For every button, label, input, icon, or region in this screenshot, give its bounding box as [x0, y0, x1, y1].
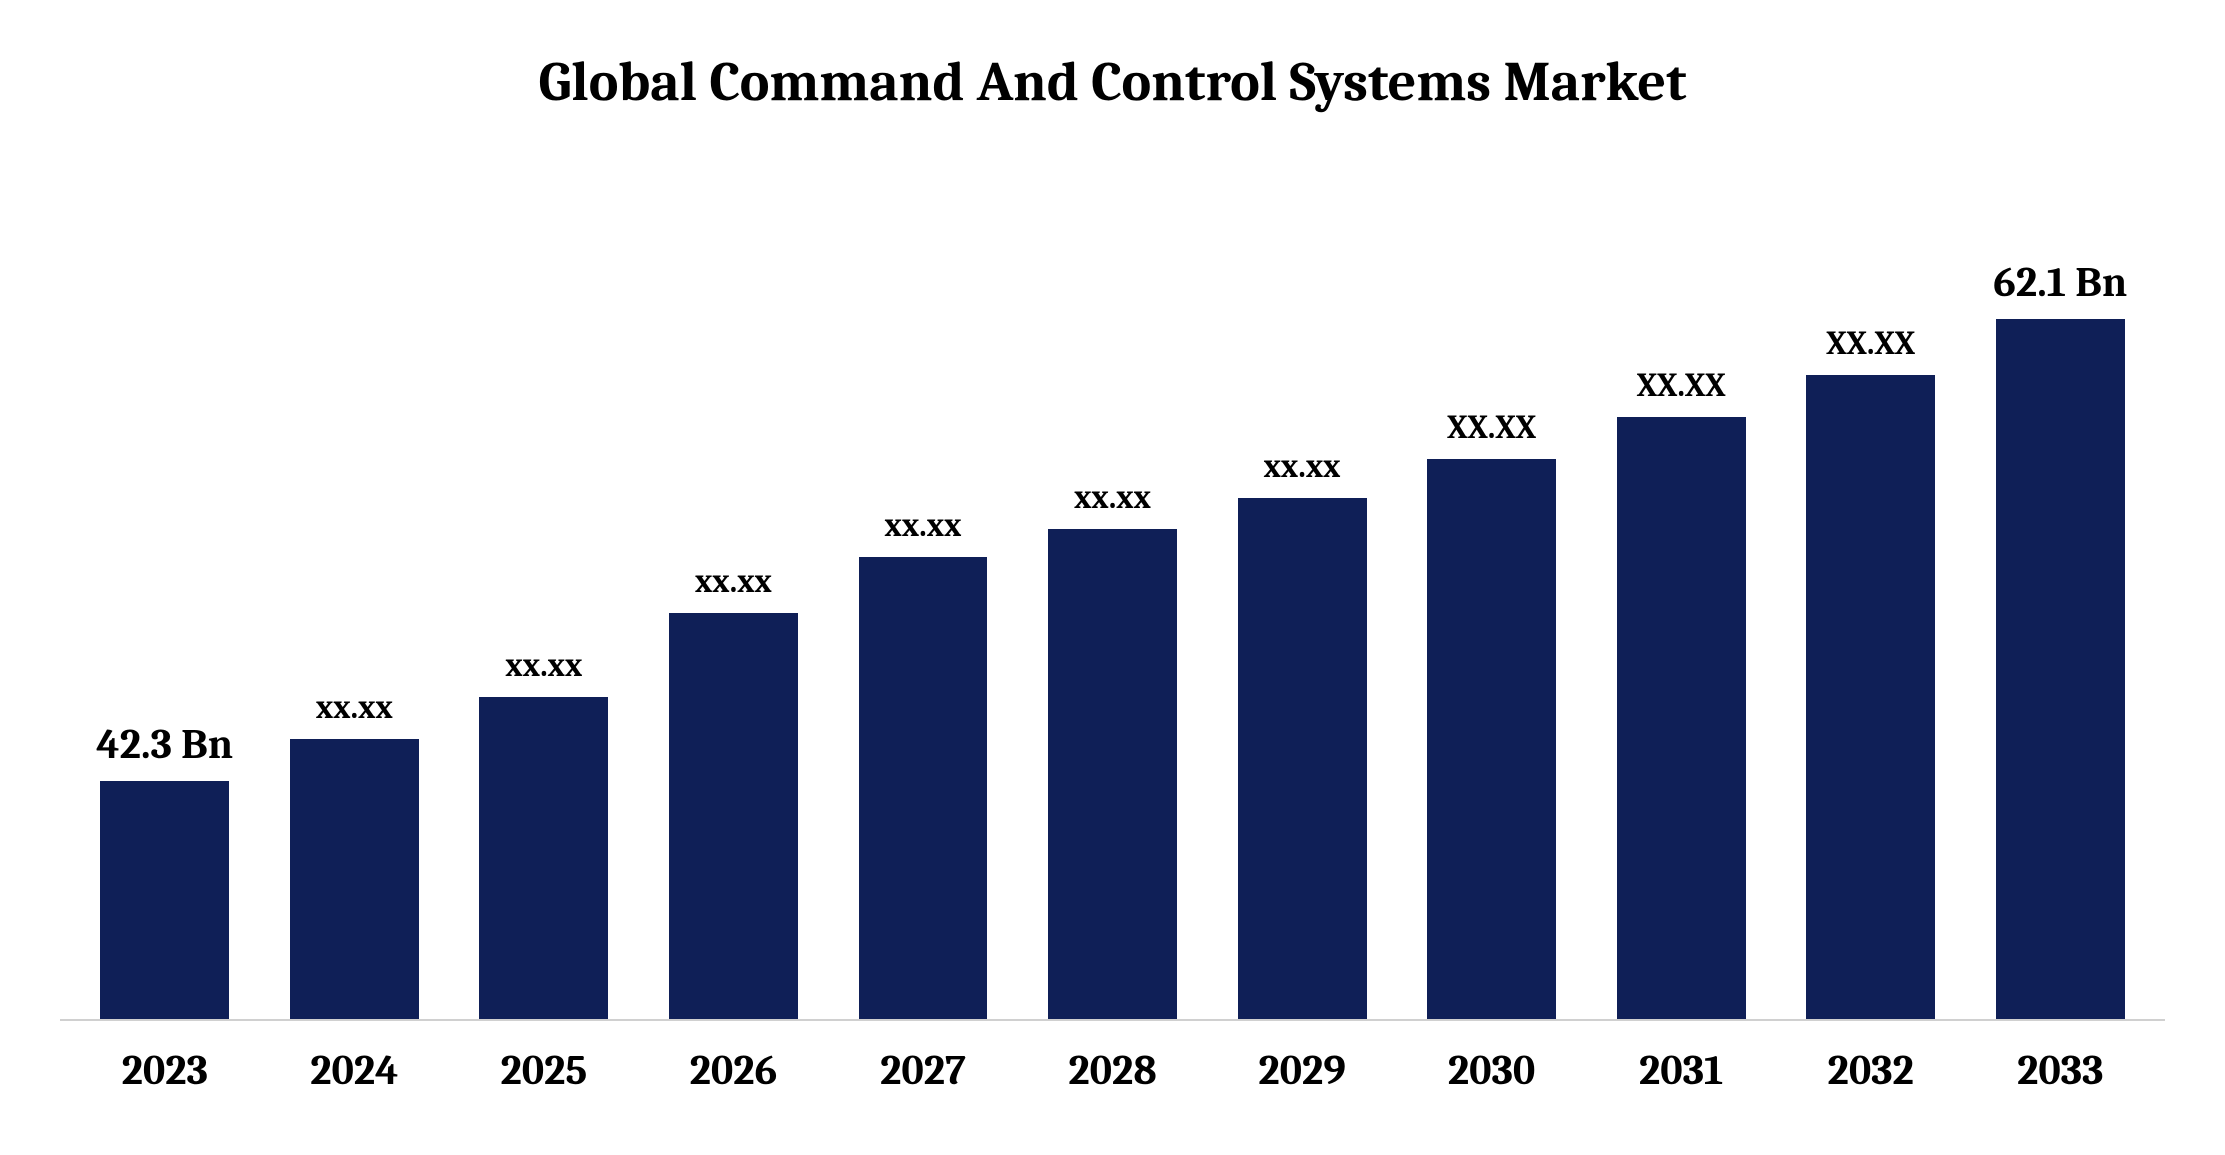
bar-value-label: xx.xx [1264, 448, 1341, 486]
bar-value-label: XX.XX [1447, 409, 1536, 447]
x-axis-tick: 2027 [828, 1046, 1018, 1095]
bar-group: xx.xx [1207, 174, 1397, 1019]
bar [1238, 498, 1367, 1020]
bar-group: xx.xx [1018, 174, 1208, 1019]
bar-value-label: 62.1 Bn [1993, 258, 2127, 307]
chart-title: Global Command And Control Systems Marke… [60, 50, 2165, 114]
bar-group: XX.XX [1776, 174, 1966, 1019]
bar [1996, 319, 2125, 1019]
x-axis-tick: 2030 [1397, 1046, 1587, 1095]
x-axis-tick: 2032 [1776, 1046, 1966, 1095]
bar-group: xx.xx [828, 174, 1018, 1019]
plot-area: 42.3 Bn xx.xx xx.xx xx.xx xx.xx xx.xx xx.xx XX.… [60, 174, 2165, 1021]
bar-value-label: xx.xx [1074, 479, 1151, 517]
bar-value-label: 42.3 Bn [96, 720, 233, 769]
x-axis-tick: 2033 [1965, 1046, 2155, 1095]
x-axis-tick: 2026 [639, 1046, 829, 1095]
bar [1806, 375, 1935, 1019]
bar [1048, 529, 1177, 1019]
bar-value-label: xx.xx [885, 507, 962, 545]
x-axis: 2023202420252026202720282029203020312032… [60, 1021, 2165, 1095]
bar-group: xx.xx [260, 174, 450, 1019]
x-axis-tick: 2023 [70, 1046, 260, 1095]
bar [669, 613, 798, 1019]
bar [859, 557, 988, 1019]
bar-group: XX.XX [1586, 174, 1776, 1019]
bar-group: xx.xx [639, 174, 829, 1019]
bar-chart: Global Command And Control Systems Marke… [0, 0, 2225, 1155]
x-axis-tick: 2028 [1018, 1046, 1208, 1095]
bar-value-label: XX.XX [1826, 325, 1915, 363]
bar-value-label: XX.XX [1637, 367, 1726, 405]
x-axis-tick: 2029 [1207, 1046, 1397, 1095]
x-axis-tick: 2031 [1586, 1046, 1776, 1095]
bar-value-label: xx.xx [505, 647, 582, 685]
bar [290, 739, 419, 1019]
bar [100, 781, 229, 1019]
bar [1427, 459, 1556, 1019]
bar-group: xx.xx [449, 174, 639, 1019]
bar-group: 42.3 Bn [70, 174, 260, 1019]
x-axis-tick: 2025 [449, 1046, 639, 1095]
x-axis-tick: 2024 [260, 1046, 450, 1095]
bar-value-label: xx.xx [695, 563, 772, 601]
bar [479, 697, 608, 1019]
bar [1617, 417, 1746, 1019]
bar-group: 62.1 Bn [1965, 174, 2155, 1019]
bar-value-label: xx.xx [316, 689, 393, 727]
bar-group: XX.XX [1397, 174, 1587, 1019]
